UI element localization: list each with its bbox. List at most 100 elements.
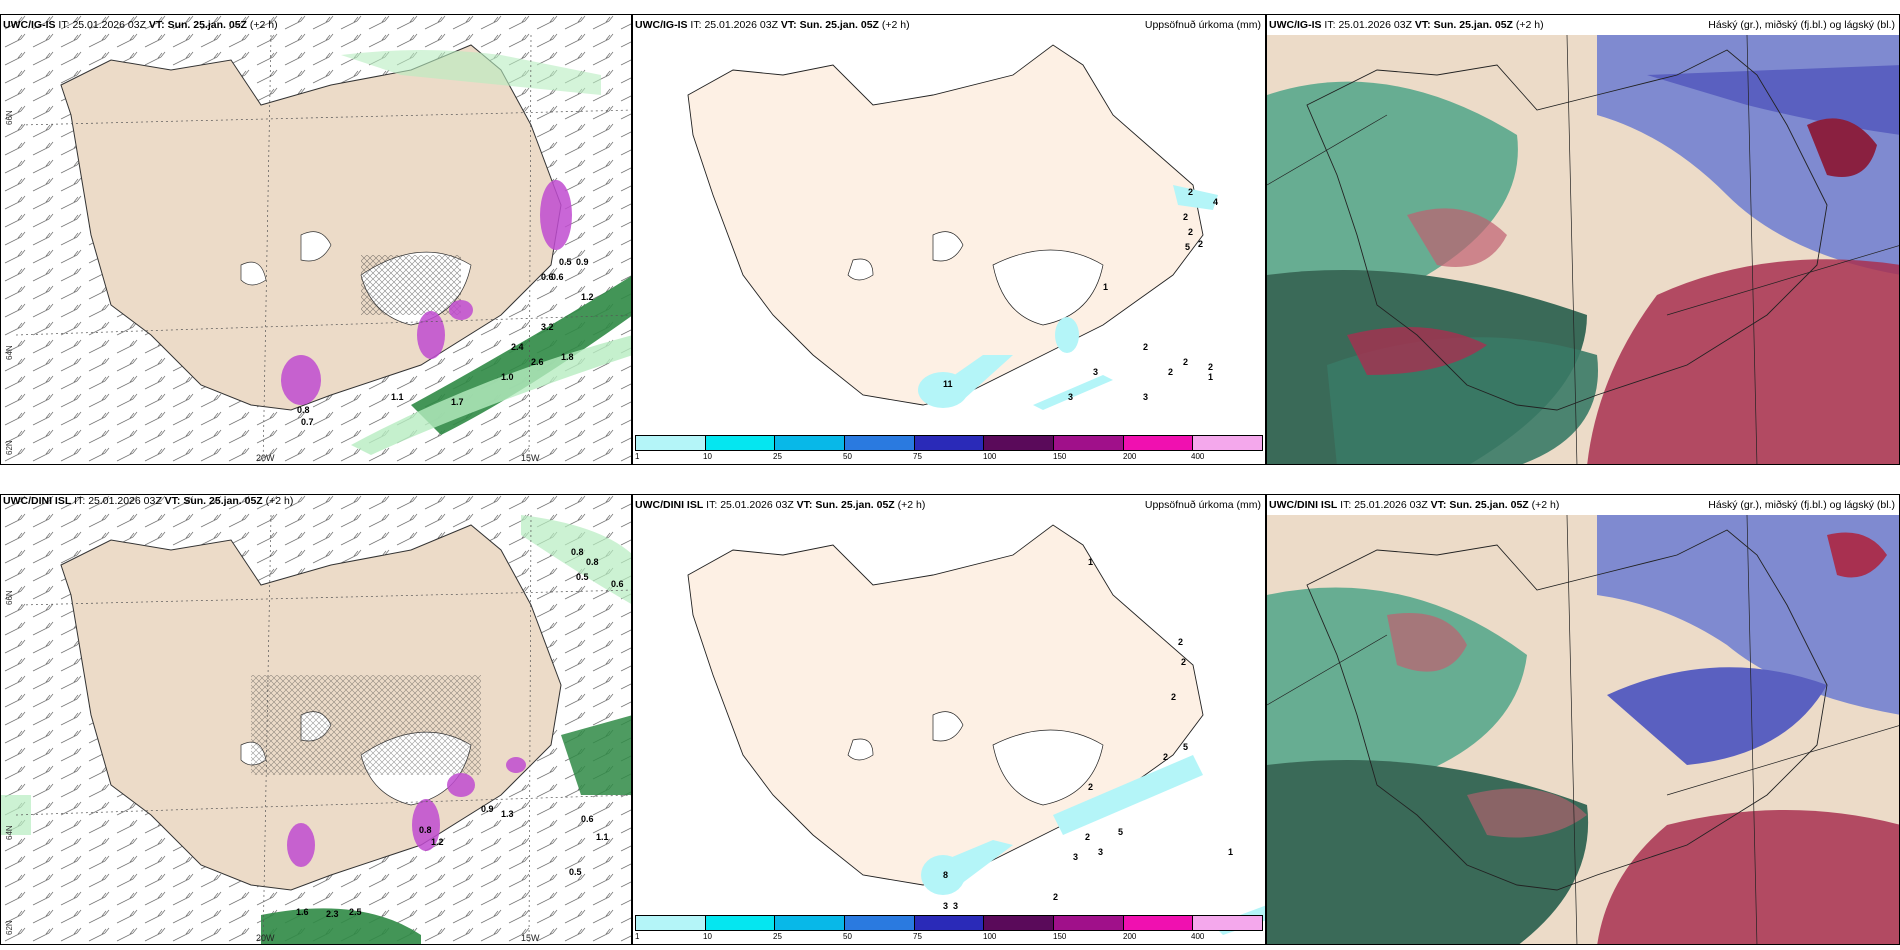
map-svg: 0.8 0.8 0.5 0.6 0.6 1.1 0.5 0.9 1.3 1.2 … <box>1 495 631 944</box>
svg-text:2: 2 <box>1168 367 1173 377</box>
colorbar-label: 100 <box>983 932 997 941</box>
svg-text:3: 3 <box>1093 367 1098 377</box>
svg-text:3: 3 <box>1073 852 1078 862</box>
map-frame: 1 2 2 2 5 2 2 5 2 3 3 2 1 3 3 3 8 UWC/DI… <box>632 494 1266 945</box>
svg-text:3.2: 3.2 <box>541 322 554 332</box>
svg-text:1.6: 1.6 <box>296 907 309 917</box>
precip-label: 2 <box>1188 187 1193 197</box>
lon-label: 20W <box>256 933 275 943</box>
svg-text:0.6: 0.6 <box>541 272 554 282</box>
panel-title: UWC/IG-IS IT: 25.01.2026 03Z VT: Sun. 25… <box>1269 19 1544 31</box>
panel-subtitle: Háský (gr.), miðský (fj.bl.) og lágský (… <box>1708 499 1895 511</box>
svg-text:3: 3 <box>943 901 948 911</box>
panel-subtitle: Uppsöfnuð úrkoma (mm) <box>1144 19 1261 31</box>
panel-title: UWC/IG-IS IT: 25.01.2026 03Z VT: Sun. 25… <box>635 19 910 31</box>
panel-subtitle: Uppsöfnuð úrkoma (mm) <box>1144 499 1261 511</box>
precip-cell <box>281 355 321 405</box>
colorbar-label: 25 <box>773 932 782 941</box>
colorbar <box>635 915 1263 931</box>
colorbar-label: 10 <box>703 932 712 941</box>
svg-text:3: 3 <box>953 901 958 911</box>
svg-text:11: 11 <box>943 379 953 389</box>
lat-label: 62N <box>5 920 14 935</box>
svg-text:0.9: 0.9 <box>481 804 494 814</box>
svg-text:2: 2 <box>1088 782 1093 792</box>
colorbar-label: 50 <box>843 452 852 461</box>
colorbar-label: 10 <box>703 452 712 461</box>
svg-text:2: 2 <box>1198 239 1203 249</box>
svg-text:0.7: 0.7 <box>301 417 314 427</box>
svg-text:0.8: 0.8 <box>297 405 310 415</box>
panel-row1-wind: 0.5 0.9 0.6 1.2 3.2 2.4 2.6 1.8 1.0 1.1 … <box>0 14 632 465</box>
svg-text:8: 8 <box>943 870 948 880</box>
map-frame: 0.5 0.9 0.6 1.2 3.2 2.4 2.6 1.8 1.0 1.1 … <box>0 14 632 465</box>
lat-label: 62N <box>5 440 14 455</box>
svg-text:3: 3 <box>1143 392 1148 402</box>
lat-label: 64N <box>5 345 14 360</box>
svg-text:2: 2 <box>1171 692 1176 702</box>
colorbar <box>635 435 1263 451</box>
svg-text:2: 2 <box>1143 342 1148 352</box>
colorbar-label: 200 <box>1123 452 1137 461</box>
svg-text:1.0: 1.0 <box>501 372 514 382</box>
svg-text:1: 1 <box>1088 557 1093 567</box>
panel-title: UWC/DINI ISL IT: 25.01.2026 03Z VT: Sun.… <box>1269 499 1560 511</box>
svg-text:1.2: 1.2 <box>431 837 444 847</box>
svg-text:1.7: 1.7 <box>451 397 464 407</box>
snow-label: 0.5 <box>559 257 572 267</box>
lon-label: 20W <box>256 453 275 463</box>
svg-text:4: 4 <box>1213 197 1218 207</box>
svg-text:2.5: 2.5 <box>349 907 362 917</box>
svg-text:2: 2 <box>1053 892 1058 902</box>
svg-text:1.1: 1.1 <box>391 392 404 402</box>
panel-row2-wind: 0.8 0.8 0.5 0.6 0.6 1.1 0.5 0.9 1.3 1.2 … <box>0 494 632 945</box>
svg-text:0.6: 0.6 <box>611 579 624 589</box>
svg-text:0.5: 0.5 <box>576 572 589 582</box>
svg-text:1.3: 1.3 <box>501 809 514 819</box>
colorbar-label: 75 <box>913 932 922 941</box>
map-svg: 0.5 0.9 0.6 1.2 3.2 2.4 2.6 1.8 1.0 1.1 … <box>1 15 631 464</box>
svg-text:0.5: 0.5 <box>569 867 582 877</box>
colorbar-label: 1 <box>635 932 640 941</box>
svg-text:1: 1 <box>1228 847 1233 857</box>
map-svg: 1 2 2 2 5 2 2 5 2 3 3 2 1 3 3 3 8 <box>687 524 1265 935</box>
svg-text:5: 5 <box>1118 827 1123 837</box>
svg-text:2: 2 <box>1208 362 1213 372</box>
panel-title: UWC/DINI ISL IT: 25.01.2026 03Z VT: Sun.… <box>635 499 926 511</box>
svg-text:2: 2 <box>1188 227 1193 237</box>
colorbar-label: 50 <box>843 932 852 941</box>
svg-text:0.8: 0.8 <box>586 557 599 567</box>
svg-text:1: 1 <box>1103 282 1108 292</box>
lat-label: 66N <box>5 110 14 125</box>
colorbar-label: 1 <box>635 452 640 461</box>
svg-text:0.8: 0.8 <box>419 825 432 835</box>
panel-title: UWC/IG-IS IT: 25.01.2026 03Z VT: Sun. 25… <box>3 19 278 31</box>
svg-text:2: 2 <box>1183 212 1188 222</box>
colorbar-label: 150 <box>1053 932 1067 941</box>
colorbar-label: 150 <box>1053 452 1067 461</box>
colorbar-label: 400 <box>1191 932 1205 941</box>
svg-text:2: 2 <box>1181 657 1186 667</box>
colorbar-label: 100 <box>983 452 997 461</box>
svg-text:2: 2 <box>1183 357 1188 367</box>
colorbar-label: 75 <box>913 452 922 461</box>
svg-text:2: 2 <box>1085 832 1090 842</box>
map-frame: 2 4 2 2 5 2 1 2 2 2 2 1 3 3 3 11 UWC/IG-… <box>632 14 1266 465</box>
colorbar-label: 400 <box>1191 452 1205 461</box>
lat-label: 64N <box>5 825 14 840</box>
map-svg: 2 4 2 2 5 2 1 2 2 2 2 1 3 3 3 11 <box>687 44 1218 410</box>
lon-label: 15W <box>521 453 540 463</box>
panel-row1-cloud: UWC/IG-IS IT: 25.01.2026 03Z VT: Sun. 25… <box>1266 14 1900 465</box>
svg-text:1.2: 1.2 <box>581 292 594 302</box>
panel-row1-precip: 2 4 2 2 5 2 1 2 2 2 2 1 3 3 3 11 UWC/IG-… <box>632 14 1266 465</box>
panel-row2-precip: 1 2 2 2 5 2 2 5 2 3 3 2 1 3 3 3 8 UWC/DI… <box>632 494 1266 945</box>
svg-text:3: 3 <box>1098 847 1103 857</box>
svg-text:2: 2 <box>1178 637 1183 647</box>
svg-text:0.6: 0.6 <box>581 814 594 824</box>
panel-title: UWC/DINI ISL IT: 25.01.2026 03Z VT: Sun.… <box>3 495 294 507</box>
iceland-land <box>687 44 1204 406</box>
map-frame: UWC/DINI ISL IT: 25.01.2026 03Z VT: Sun.… <box>1266 494 1900 945</box>
map-svg <box>1267 15 1899 464</box>
svg-text:2.4: 2.4 <box>511 342 524 352</box>
svg-text:1: 1 <box>1208 372 1213 382</box>
